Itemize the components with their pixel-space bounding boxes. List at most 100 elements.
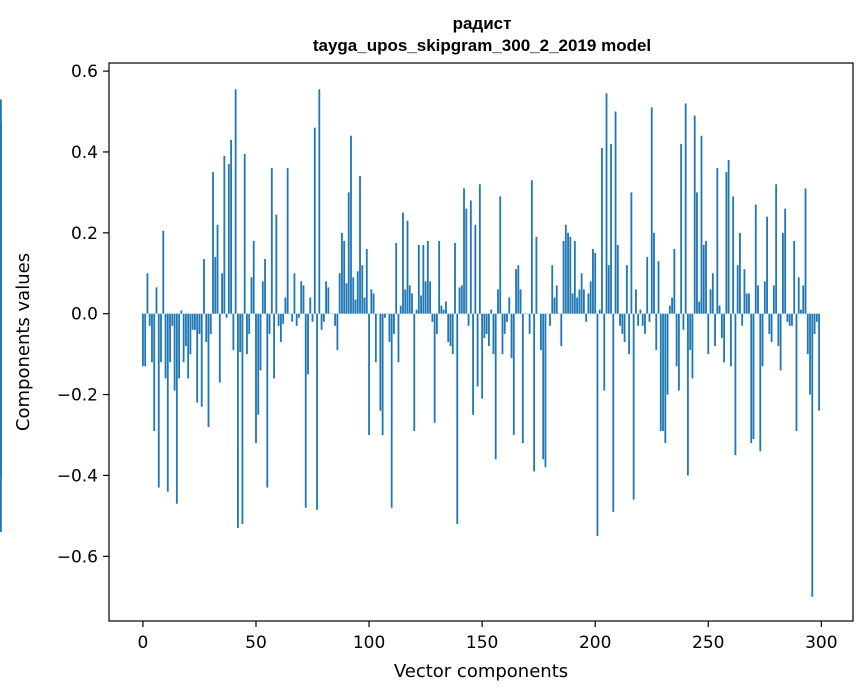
bar [270,168,273,314]
bar [420,295,422,314]
bar [560,313,563,347]
bar [802,285,805,314]
bar [549,313,551,326]
bar [720,313,723,338]
bar [503,313,506,334]
bar [630,192,633,314]
bar [677,313,680,391]
bar [533,313,536,472]
bar [770,313,773,342]
bar [372,293,375,314]
bar [268,313,271,334]
y-axis-label: Components values [13,253,34,431]
y-axis-ticks: −0.6 −0.4 −0.2 0.0 0.2 0.4 0.6 [57,62,109,567]
bar [521,313,524,444]
x-tick-label: 0 [138,633,149,653]
bar [166,313,169,492]
bar [594,253,597,314]
bar [528,313,531,334]
bar [639,309,642,314]
bar [447,313,450,342]
bar [691,313,694,379]
y-tick-label: 0.2 [71,224,98,244]
bar [596,313,599,537]
bar [381,313,384,435]
bar [395,242,398,314]
bar [365,249,368,314]
x-tick-label: 150 [466,633,498,653]
bar [298,313,300,318]
bar [754,204,757,314]
bar [750,313,753,444]
bar [338,273,341,314]
bar [456,313,459,524]
bar [492,313,495,355]
x-tick-label: 200 [579,633,611,653]
bar [311,313,314,322]
bar [648,313,651,322]
bar [467,313,470,326]
bar [657,261,660,314]
bar [806,313,809,355]
bar [598,309,601,314]
bar [623,313,626,342]
bar [157,313,160,488]
bar [223,156,226,314]
bar [304,313,307,508]
bar [815,313,818,322]
bar [729,313,732,367]
bar [763,281,766,314]
bar [286,168,289,314]
bar [741,313,744,326]
bar [671,297,673,314]
bar [567,232,569,314]
bar [173,313,176,391]
bar [784,208,787,314]
bar [142,313,144,367]
bar [214,257,217,314]
bar [515,269,517,314]
y-tick-label: 0.4 [71,143,98,163]
bar [614,111,617,314]
bar [399,305,402,314]
bar [322,313,325,322]
bar [148,313,151,326]
bar [429,281,432,314]
bar [696,192,698,314]
bar [775,184,778,314]
bar [212,172,214,314]
bar [542,313,545,460]
bar [343,240,346,314]
bar [781,232,784,314]
bar [460,285,463,314]
bar [252,240,255,314]
bar [797,277,800,314]
bar [451,313,454,355]
bar [530,180,533,314]
bar [341,232,343,314]
bar [716,168,719,314]
bar [198,313,201,334]
bar [668,305,671,314]
bar [580,273,583,314]
bar [248,313,251,334]
bar [227,164,230,314]
bar [191,313,194,330]
bar [709,289,712,314]
y-tick-label: −0.4 [57,466,98,486]
y-tick-label: 0.0 [71,305,98,325]
bar [352,277,355,314]
bar [309,297,312,314]
plot-frame [108,62,854,622]
bar [390,313,393,508]
bar [766,216,768,314]
bar [334,313,337,326]
bar [0,313,2,444]
bar [809,313,811,395]
bar [200,313,203,407]
bar [693,115,696,314]
bar [494,313,497,460]
bar [0,257,2,314]
x-tick-label: 300 [805,633,837,653]
bar [483,313,486,338]
